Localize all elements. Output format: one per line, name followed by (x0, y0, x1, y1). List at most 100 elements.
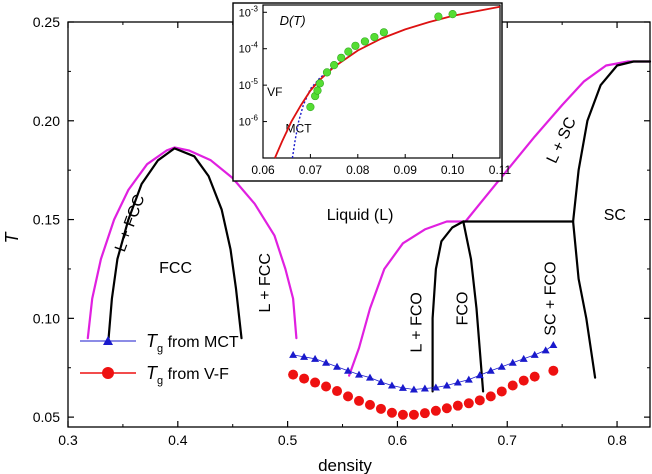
x-tick-label: 0.3 (58, 432, 78, 448)
inset-data-point (330, 61, 339, 70)
mct-point (442, 381, 451, 389)
mct-point (355, 370, 363, 378)
inset-data-point (434, 12, 443, 21)
vf-point (529, 371, 540, 382)
inset-data-point (351, 41, 360, 50)
mct-point (541, 346, 550, 354)
mct-point (322, 358, 331, 366)
x-tick-label: 0.5 (278, 432, 298, 448)
inset-data-point (344, 47, 353, 56)
region-label: SC (604, 207, 626, 224)
inset-data-point (313, 86, 322, 95)
vf-point (496, 386, 507, 397)
mct-point (508, 358, 517, 366)
inset-y-tick-label: 10-6 (239, 114, 259, 129)
inset-diffusion-plot: 0.06 0.07 0.08 0.09 0.10 0.11 10-3 10-4 10-5 10-6… (232, 2, 512, 182)
region-label: L + FCO (408, 292, 425, 352)
vf-point (474, 395, 485, 406)
vf-point (430, 405, 441, 416)
mct-point (464, 375, 473, 383)
vf-point (441, 403, 452, 414)
inset-data-point (337, 53, 346, 62)
legend-marker-circle (102, 367, 114, 379)
phase-line-fcc-coexistence (86, 146, 298, 340)
vf-point (310, 377, 321, 388)
inset-x-tick-label: 0.08 (346, 163, 370, 177)
vf-point (485, 391, 496, 402)
y-tick-label: 0.05 (33, 409, 60, 425)
inset-y-tick-label: 10-3 (239, 4, 259, 19)
mct-point (431, 383, 440, 391)
vf-point (354, 395, 364, 406)
inset-y-tick-label: 10-5 (239, 77, 259, 92)
y-tick-label: 0.20 (33, 113, 60, 129)
phase-line-fco-right (462, 220, 485, 393)
mct-point (519, 354, 528, 362)
mct-point (289, 350, 298, 358)
x-axis-label: density (318, 456, 372, 474)
mct-point (475, 371, 484, 379)
main-axes: 0.3 0.4 0.5 0.6 0.7 0.8 0.05 0.10 0.15 0.20 0.25 (33, 14, 651, 448)
region-label: L + FCC (112, 193, 148, 255)
region-label: Liquid (L) (327, 207, 394, 224)
inset-data-point (322, 68, 332, 77)
vf-point (507, 380, 518, 391)
inset-x-tick-label: 0.07 (299, 163, 323, 177)
inset-data-point (306, 102, 315, 112)
x-tick-label: 0.6 (388, 432, 408, 448)
mct-point (376, 377, 385, 385)
inset-vf-fit (274, 5, 501, 159)
y-tick-label: 0.15 (33, 212, 60, 228)
vf-point (299, 373, 310, 384)
legend-label-mct: Tg from MCT (146, 331, 239, 355)
mct-point (365, 373, 374, 381)
mct-point (387, 381, 396, 389)
vf-point (419, 408, 430, 419)
inset-x-tick-label: 0.10 (441, 163, 465, 177)
mct-point (420, 384, 429, 392)
inset-x-tick-label: 0.11 (489, 163, 512, 177)
vf-point (452, 400, 463, 411)
inset-annotation-mct: MCT (286, 122, 313, 136)
mct-point (486, 366, 495, 374)
region-label: L + SC (544, 115, 580, 166)
phase-line-fcc-solid (107, 147, 243, 340)
mct-point (344, 366, 353, 374)
mct-point (300, 352, 309, 360)
region-label: FCC (159, 260, 192, 277)
vf-point (518, 375, 529, 386)
x-tick-label: 0.4 (168, 432, 188, 448)
mct-point (530, 350, 539, 358)
region-label: FCO (455, 292, 472, 326)
y-tick-label: 0.25 (33, 14, 60, 30)
inset-data-point (448, 10, 457, 19)
vf-point (463, 398, 474, 409)
phase-line-fco-left (431, 220, 465, 393)
inset-data-point (360, 37, 370, 46)
vf-point (386, 407, 397, 418)
inset-data-point (315, 79, 324, 88)
region-label: L + FCC (257, 253, 274, 312)
inset-data-point (379, 28, 388, 37)
y-tick-label: 0.10 (33, 310, 60, 326)
mct-point (333, 362, 342, 370)
legend: Tg from MCT Tg from V-F (80, 331, 239, 387)
inset-annotation-vf: VF (267, 85, 282, 99)
vf-point (332, 386, 343, 397)
inset-y-tick-label: 10-4 (239, 41, 259, 56)
inset-title: D(T) (280, 13, 306, 28)
inset-x-tick-label: 0.06 (251, 163, 275, 177)
mct-point (497, 362, 506, 370)
vf-point (321, 381, 332, 392)
mct-point (311, 354, 320, 362)
inset-x-tick-label: 0.09 (394, 163, 418, 177)
vf-point (343, 391, 354, 402)
x-tick-label: 0.7 (498, 432, 518, 448)
phase-line-fco-coexistence (348, 220, 467, 377)
vf-point (375, 403, 386, 414)
legend-marker-triangle (103, 336, 113, 345)
phase-line-sc-boundary (572, 60, 652, 379)
vf-point (397, 409, 408, 420)
mct-point (453, 378, 462, 386)
